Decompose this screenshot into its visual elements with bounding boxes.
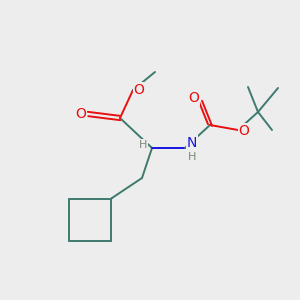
Text: O: O bbox=[76, 107, 86, 121]
Text: O: O bbox=[238, 124, 249, 138]
Text: O: O bbox=[189, 91, 200, 105]
Text: N: N bbox=[187, 136, 197, 150]
Text: H: H bbox=[139, 140, 147, 150]
Text: O: O bbox=[134, 83, 144, 97]
Text: H: H bbox=[188, 152, 196, 162]
